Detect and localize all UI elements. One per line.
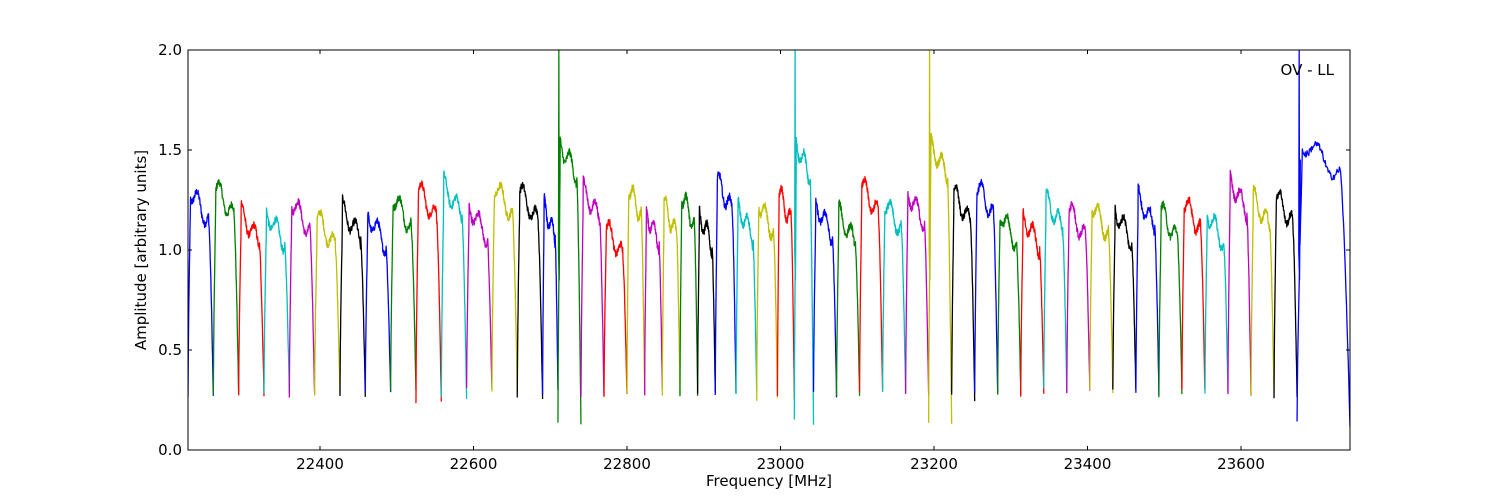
series-line-50 — [1296, 50, 1350, 428]
series-line-39 — [1043, 188, 1068, 394]
series-line-15 — [541, 193, 559, 395]
series-line-3 — [238, 200, 265, 397]
y-tick-label: 0.0 — [158, 441, 182, 459]
series-line-30 — [835, 199, 861, 397]
series-line-22 — [679, 191, 699, 397]
x-tick-label: 23000 — [757, 455, 805, 473]
x-tick-label: 22400 — [296, 455, 344, 473]
series-line-38 — [1020, 208, 1045, 397]
x-tick-label: 22600 — [450, 455, 498, 473]
series-line-7 — [339, 194, 366, 397]
x-axis-label: Frequency [MHz] — [706, 472, 832, 490]
series-line-24 — [714, 171, 737, 396]
series-line-2 — [212, 179, 240, 395]
series-line-28 — [793, 50, 815, 425]
series-line-16 — [557, 50, 582, 425]
series-line-47 — [1227, 169, 1252, 396]
chart-annotation: OV - LL — [1281, 61, 1335, 79]
series-line-13 — [491, 181, 518, 393]
series-line-20 — [644, 206, 663, 396]
y-axis-label: Amplitude [arbitrary units] — [132, 150, 150, 350]
series-line-10 — [415, 180, 442, 404]
series-line-27 — [776, 184, 795, 400]
series-line-29 — [812, 197, 838, 398]
series-line-32 — [881, 198, 907, 393]
series-line-49 — [1273, 189, 1298, 399]
series-line-25 — [735, 196, 758, 395]
series-line-46 — [1204, 212, 1229, 394]
series-line-12 — [465, 202, 493, 389]
x-tick-label: 23400 — [1064, 455, 1112, 473]
series-line-36 — [974, 178, 999, 394]
x-tick-label: 23200 — [910, 455, 958, 473]
y-tick-label: 2.0 — [158, 41, 182, 59]
series-line-11 — [440, 170, 468, 399]
series-line-23 — [696, 205, 716, 394]
plot-background — [188, 50, 1350, 450]
y-tick-label: 1.5 — [158, 141, 182, 159]
series-line-18 — [603, 218, 628, 397]
series-layer — [188, 50, 1350, 428]
x-tick-label: 22800 — [603, 455, 651, 473]
series-line-44 — [1158, 200, 1183, 398]
series-line-26 — [756, 202, 779, 401]
series-line-33 — [904, 190, 930, 396]
series-line-34 — [927, 50, 953, 424]
series-line-31 — [858, 176, 884, 392]
series-line-5 — [288, 198, 316, 398]
series-line-43 — [1135, 183, 1160, 396]
series-line-6 — [313, 209, 341, 396]
series-line-4 — [263, 207, 290, 394]
series-line-41 — [1089, 202, 1114, 393]
y-tick-label: 1.0 — [158, 241, 182, 259]
series-line-37 — [997, 213, 1022, 395]
series-line-17 — [580, 175, 605, 398]
series-line-8 — [364, 211, 392, 393]
y-tick-label: 0.5 — [158, 341, 182, 359]
series-line-42 — [1112, 204, 1137, 390]
series-line-9 — [389, 194, 417, 392]
series-line-35 — [951, 184, 976, 402]
series-line-1 — [188, 189, 214, 397]
series-line-21 — [661, 195, 681, 396]
series-line-19 — [626, 184, 646, 396]
series-line-45 — [1181, 196, 1206, 390]
series-line-40 — [1066, 201, 1091, 394]
x-tick-label: 23600 — [1217, 455, 1265, 473]
plot-frame — [187, 49, 1351, 451]
series-line-48 — [1250, 184, 1275, 396]
tick-layer: 22400 22600 22800 23000 23200 23400 23600 0.0 0.… — [158, 41, 1350, 473]
series-line-14 — [516, 181, 544, 400]
